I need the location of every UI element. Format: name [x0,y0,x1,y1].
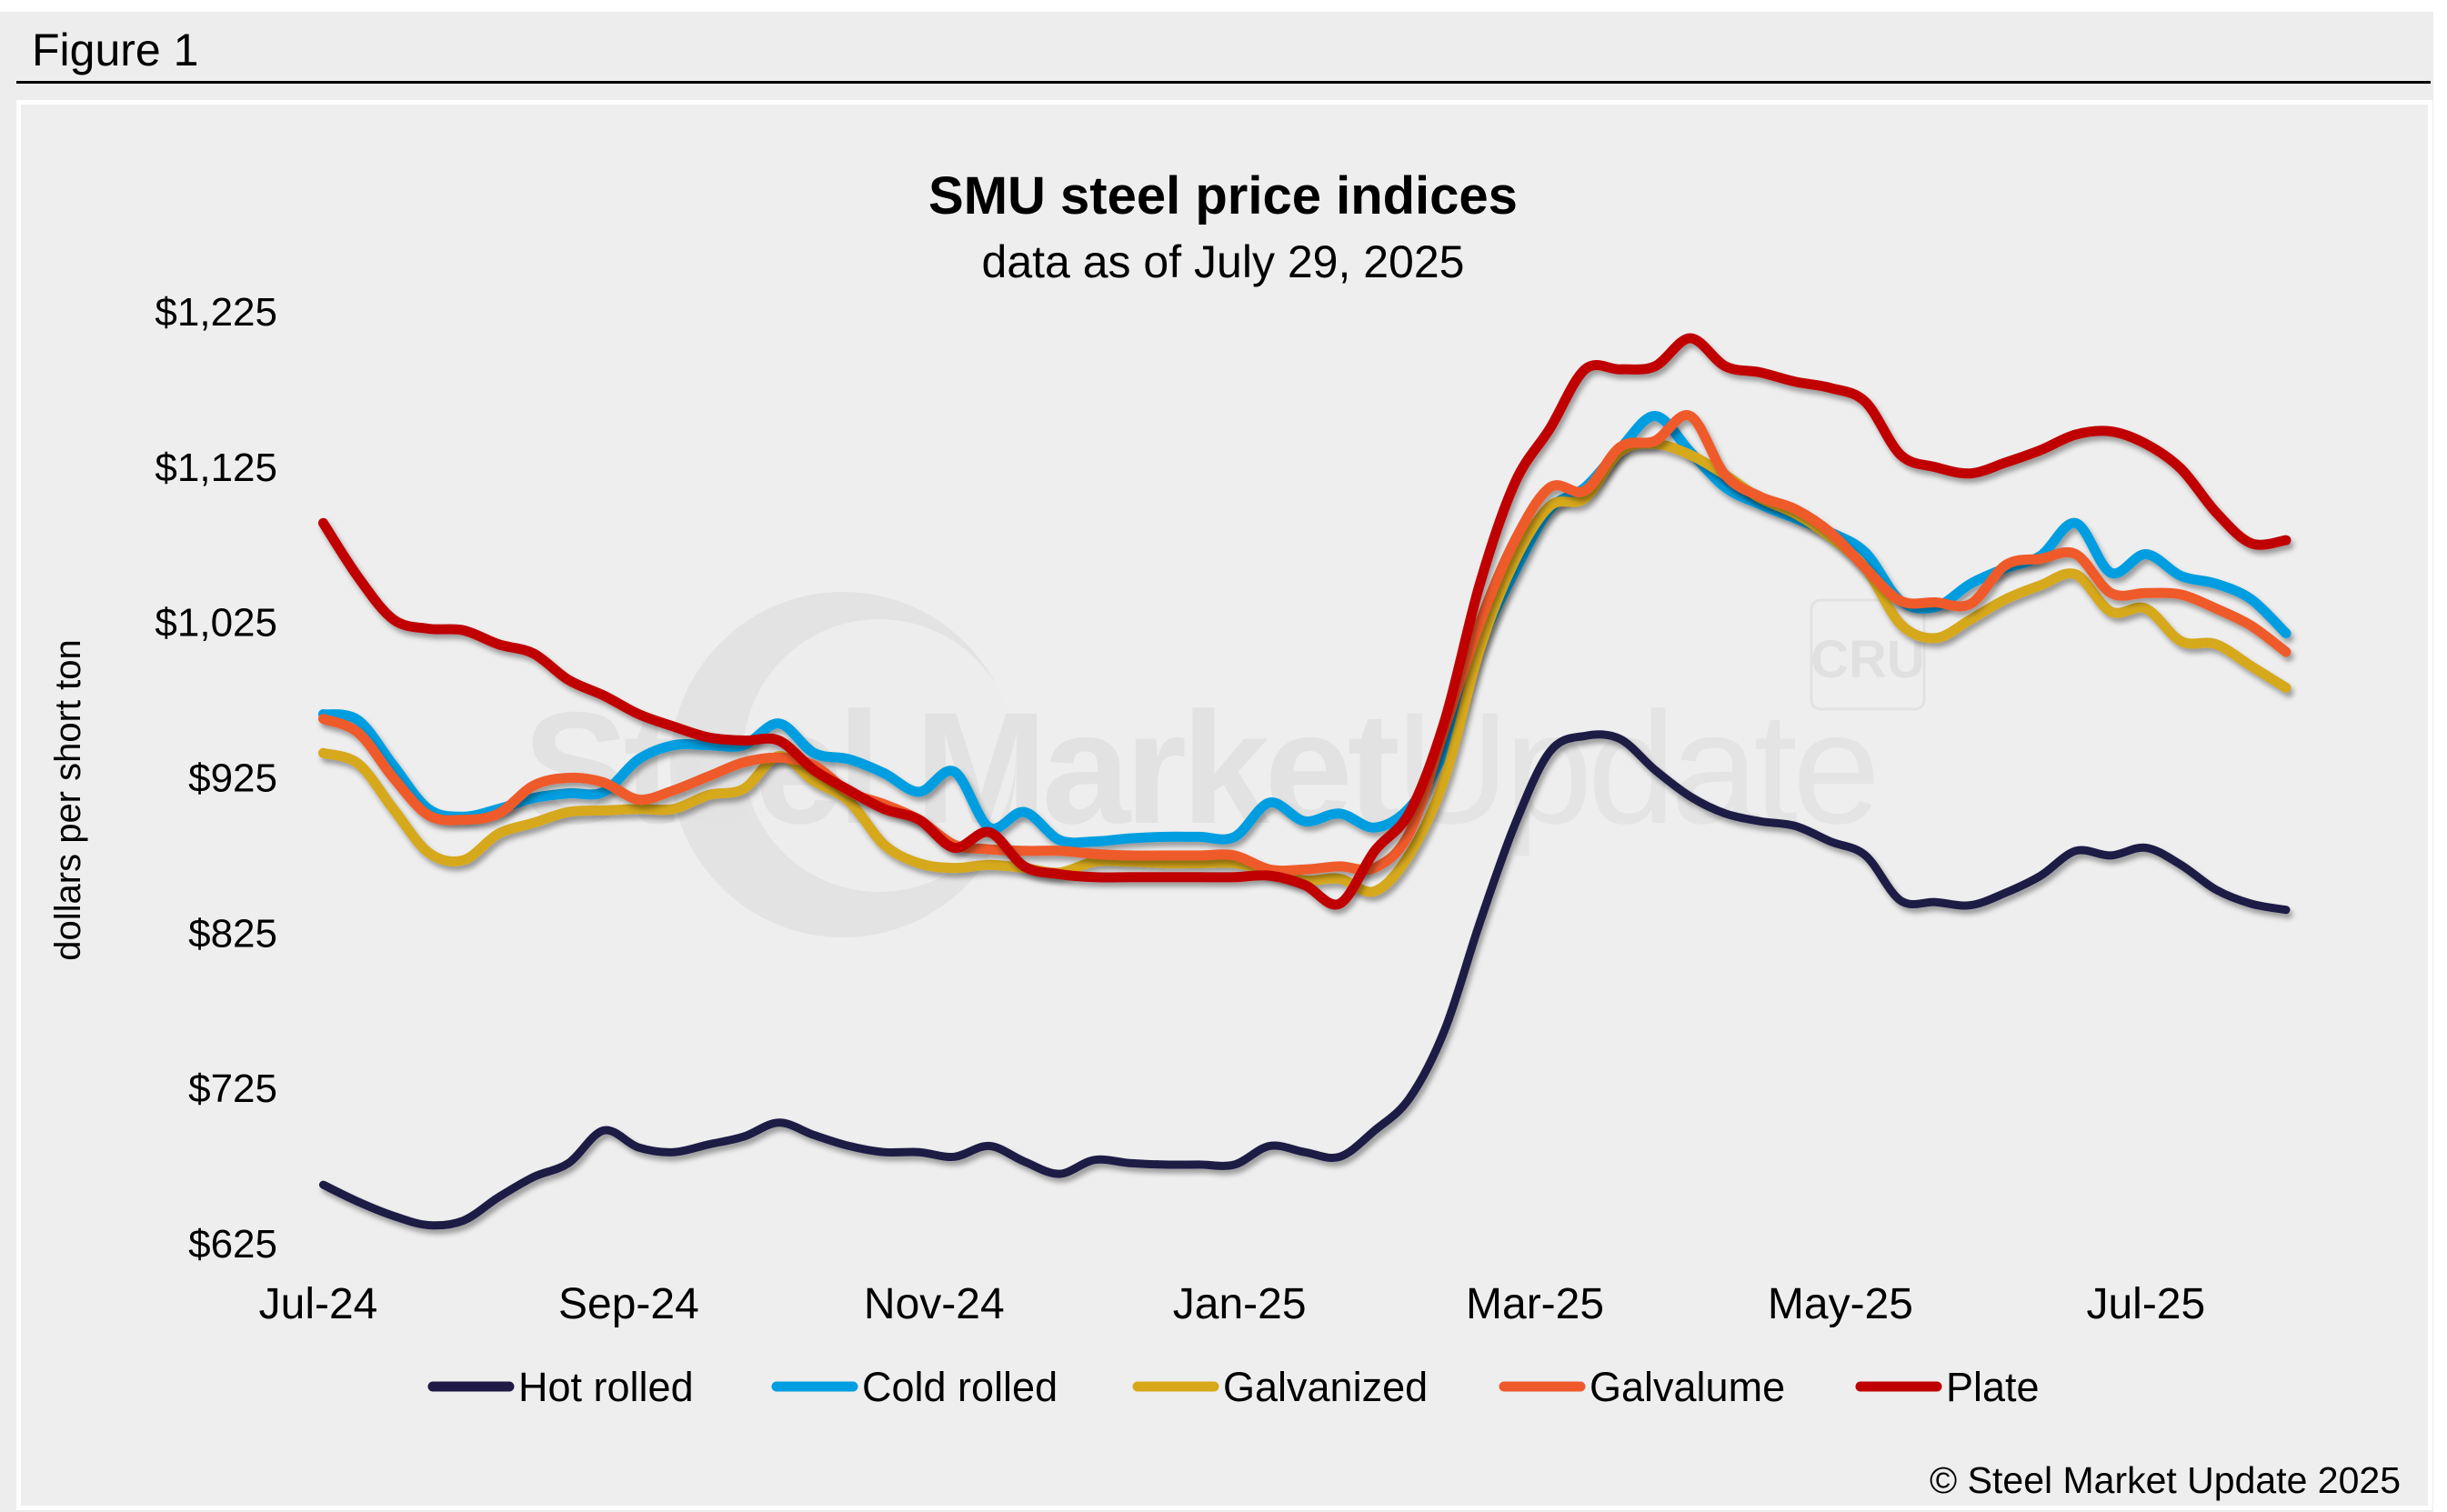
y-tick-label: $625 [188,1222,277,1267]
y-axis-title: dollars per short ton [48,639,88,961]
x-tick-label: Sep-24 [558,1280,699,1328]
legend-label: Plate [1946,1364,2040,1410]
figure-label: Figure 1 [32,25,199,75]
legend: Hot rolled Cold rolled Galvanized Galvalume… [427,1364,2040,1410]
chart-title: SMU steel price indices [928,166,1518,225]
legend-item-cold-rolled: Cold rolled [771,1364,1058,1410]
series-line-galvalume [318,410,2292,876]
legend-label: Galvalume [1590,1364,1785,1410]
x-tick-label: Nov-24 [864,1280,1005,1328]
series-line-cold-rolled [318,411,2292,848]
legend-label: Hot rolled [518,1364,694,1410]
cru-badge-text: CRU [1810,630,1925,689]
x-tick-label: Jul-24 [259,1280,378,1328]
cru-badge-frame [1810,598,1926,711]
y-tick-label: $1,125 [155,446,277,490]
x-tick-label: May-25 [1768,1280,1913,1328]
watermark-logo-inner [743,619,1016,892]
y-tick-label: $725 [188,1066,277,1111]
figure-container: Figure 1 Steel MarketUpdate CRU SMU steel… [0,12,2433,1512]
x-tick-label: Jul-25 [2086,1280,2205,1328]
x-tick-label: Mar-25 [1466,1280,1604,1328]
series-group [318,333,2292,1230]
y-tick-label: $925 [188,756,277,801]
header-rule [16,81,2431,84]
y-tick-label: $825 [188,911,277,956]
legend-label: Cold rolled [862,1364,1058,1410]
watermark-text: Steel MarketUpdate [523,680,1875,857]
y-tick-label: $1,025 [155,601,277,646]
series-line-hot-rolled [319,730,2291,1230]
chart-subtitle: data as of July 29, 2025 [982,236,1465,287]
chart-panel: Steel MarketUpdate CRU SMU steel price in… [16,100,2432,1510]
copyright-notice: © Steel Market Update 2025 [1930,1459,2401,1501]
x-tick-label: Jan-25 [1173,1280,1307,1328]
series-line-plate [318,333,2292,910]
series-line-galvanized [318,438,2292,897]
legend-item-hot-rolled: Hot rolled [427,1364,694,1410]
axes: SMU steel price indices data as of July 2… [48,166,2205,1328]
legend-item-galvalume: Galvalume [1499,1364,1785,1410]
legend-item-galvanized: Galvanized [1132,1364,1428,1410]
legend-label: Galvanized [1223,1364,1428,1410]
legend-item-plate: Plate [1855,1364,2040,1410]
y-tick-label: $1,225 [155,290,277,335]
